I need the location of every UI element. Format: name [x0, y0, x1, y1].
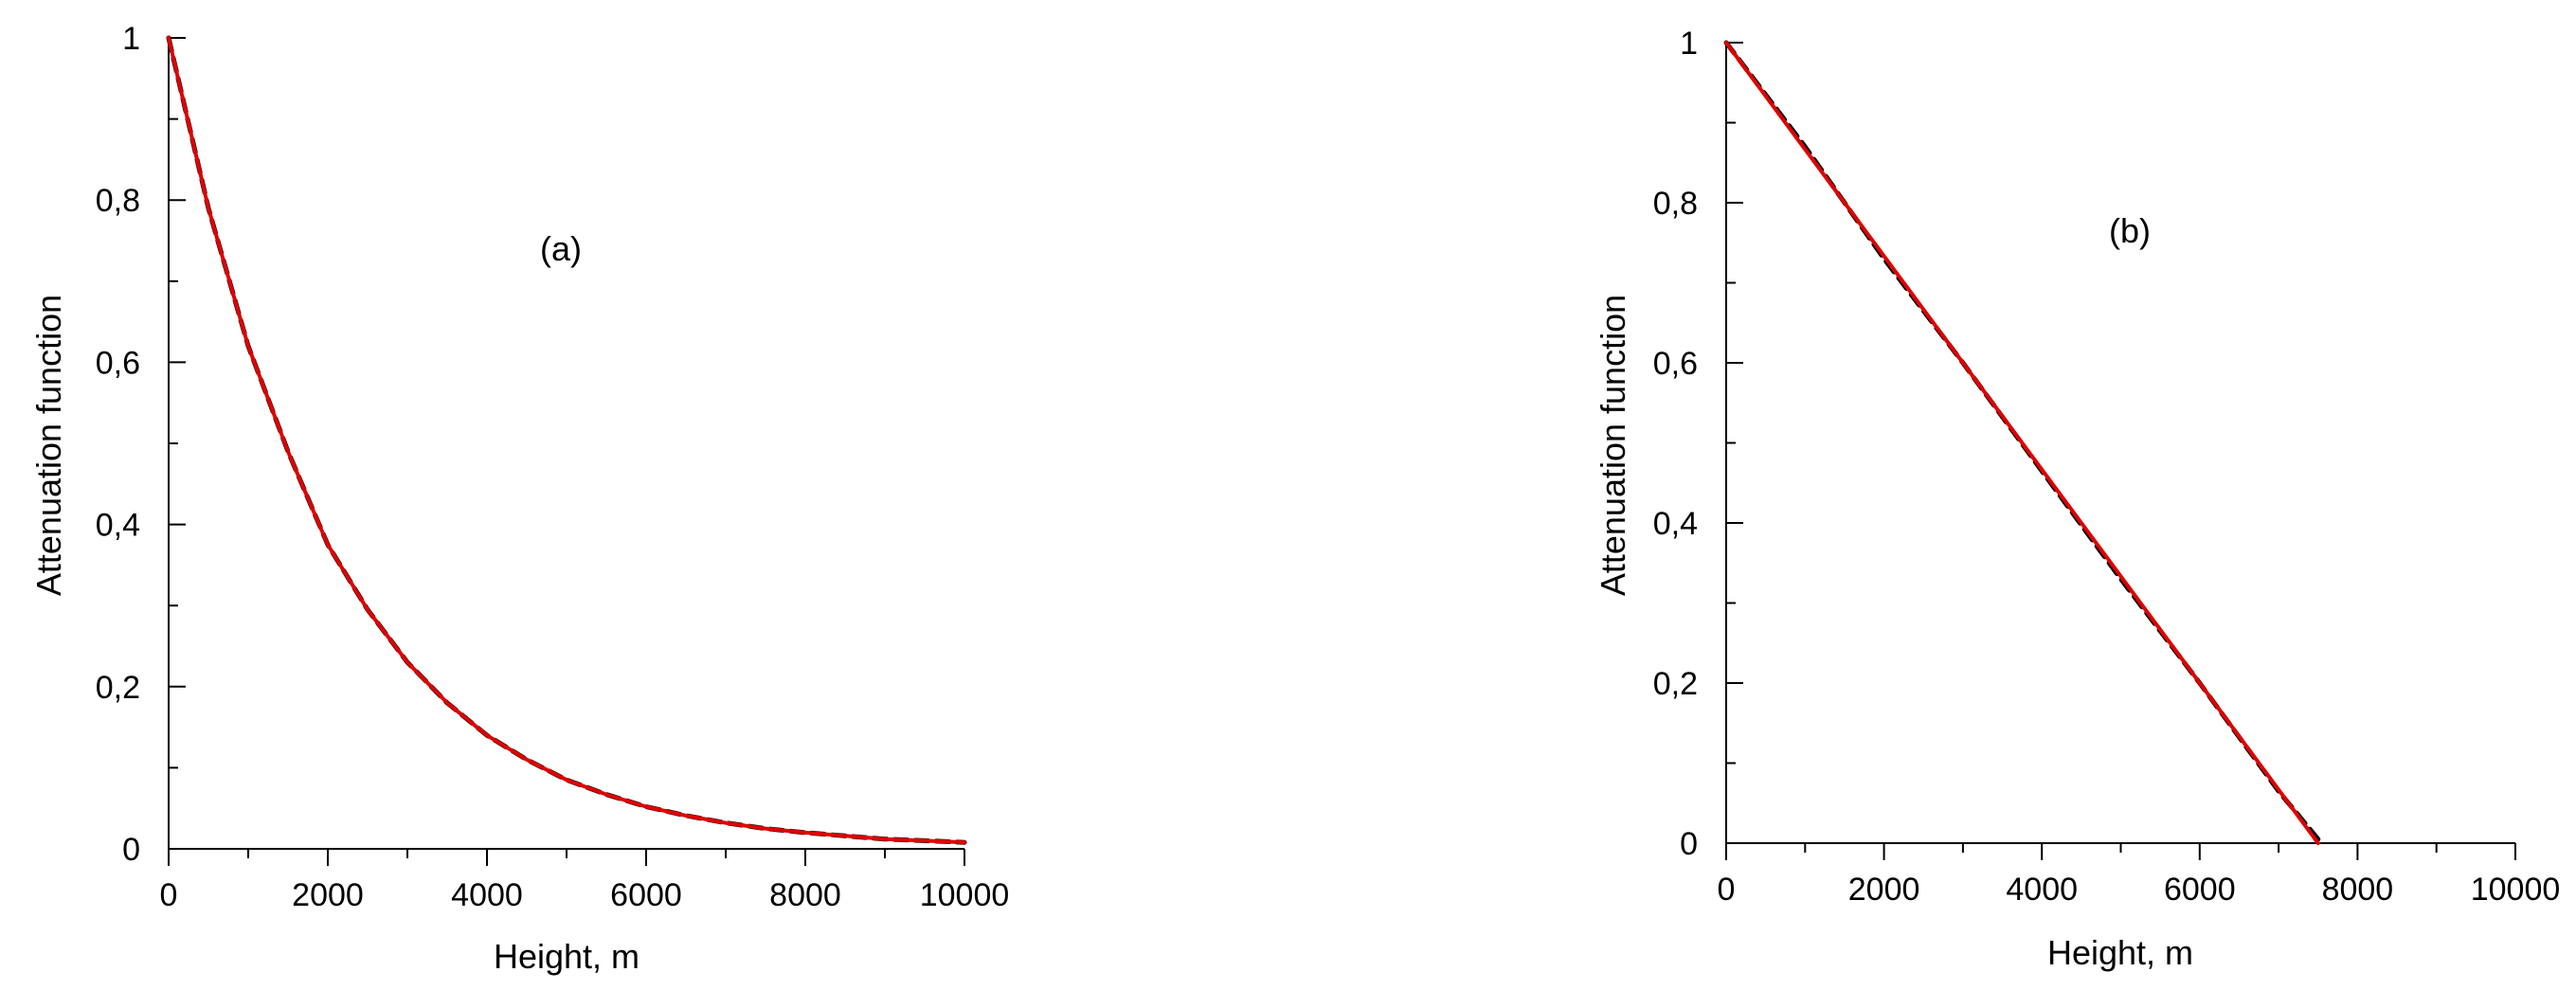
panel-b-series [1723, 40, 2321, 845]
panel-a-y-tick-label: 0,2 [96, 670, 140, 706]
panel-a-x-ticks: 0 2000 4000 6000 8000 10000 [160, 849, 1010, 913]
panel-a-series-line-solid [167, 36, 966, 845]
panel-a-x-tick-label: 2000 [292, 877, 364, 913]
panel-b-x-tick-label: 4000 [2006, 872, 2078, 908]
panel-b-y-tick-label: 0,4 [1653, 506, 1698, 542]
panel-a-x-tick-label: 10000 [920, 877, 1010, 913]
panel-b-x-axis-title: Height, m [2047, 933, 2193, 972]
panel-b-y-tick-label: 0,8 [1653, 186, 1698, 222]
panel-a-x-tick-label: 6000 [610, 877, 682, 913]
chart-panel-a: 0 2000 4000 6000 8000 10000 0 0,2 0,4 0,6 0,8 1 He… [29, 21, 1009, 976]
panel-b-y-tick-label: 0,2 [1653, 666, 1698, 702]
panel-a-x-axis-title: Height, m [494, 937, 639, 976]
panel-b-x-tick-label: 10000 [2471, 872, 2561, 908]
panel-b-x-tick-label: 0 [1718, 872, 1736, 908]
panel-b-label: (b) [2109, 211, 2151, 250]
panel-a-y-ticks: 0 0,2 0,4 0,6 0,8 1 [96, 21, 186, 868]
panel-b-x-tick-label: 2000 [1848, 872, 1920, 908]
panel-a-label: (a) [540, 229, 582, 268]
panel-a-y-tick-label: 0,4 [96, 508, 140, 544]
panel-b-y-ticks: 0 0,2 0,4 0,6 0,8 1 [1653, 26, 1743, 862]
panel-a-x-tick-label: 4000 [451, 877, 523, 913]
panel-b-x-tick-label: 6000 [2164, 872, 2236, 908]
panel-b-x-tick-label: 8000 [2322, 872, 2394, 908]
panel-a-y-axis-title: Attenuation function [29, 295, 68, 596]
panel-a-x-tick-label: 0 [160, 877, 178, 913]
panel-b-y-tick-label: 1 [1680, 26, 1698, 62]
panel-a-y-tick-label: 1 [122, 21, 140, 57]
panel-b-x-ticks: 0 2000 4000 6000 8000 10000 [1718, 843, 2561, 908]
panel-a-y-tick-label: 0 [122, 832, 140, 868]
chart-panel-b: 0 2000 4000 6000 8000 10000 0 0,2 0,4 0,6 0,8 1 He… [1594, 26, 2560, 972]
panel-b-y-axis-title: Attenuation function [1594, 295, 1632, 596]
panel-b-y-tick-label: 0,6 [1653, 346, 1698, 382]
panel-a-series-line-dashed [166, 35, 967, 845]
panel-a-y-tick-label: 0,6 [96, 345, 140, 381]
panel-a-x-tick-label: 8000 [769, 877, 841, 913]
panel-b-y-tick-label: 0 [1680, 826, 1698, 862]
panel-b-series-line-solid [1724, 41, 2320, 845]
panel-a-series [166, 35, 967, 845]
panel-a-y-tick-label: 0,8 [96, 183, 140, 219]
